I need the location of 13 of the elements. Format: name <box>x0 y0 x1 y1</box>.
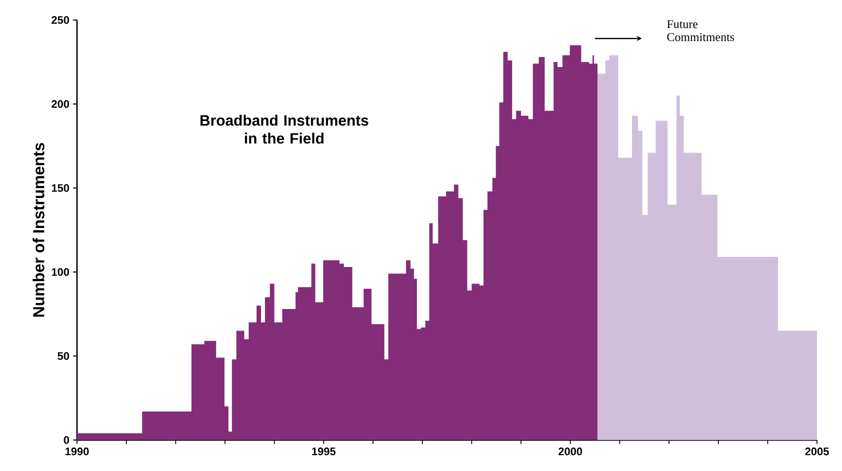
y-tick-label: 100 <box>52 268 70 276</box>
x-tick-label: 1995 <box>312 448 336 456</box>
y-tick-label: 250 <box>52 16 70 24</box>
y-axis-title: Number of Instruments <box>32 142 44 317</box>
y-tick-label: 50 <box>58 352 70 360</box>
x-tick-label: 2005 <box>805 448 829 456</box>
x-tick-label: 2000 <box>558 448 582 456</box>
y-tick-label: 200 <box>52 100 70 108</box>
y-tick-label: 150 <box>52 184 70 192</box>
y-tick-label: 0 <box>64 436 70 444</box>
text: Broadband Instruments in the Field <box>200 114 368 144</box>
annotation: Future Commitments <box>667 20 734 42</box>
x-tick-label: 1990 <box>65 448 89 456</box>
